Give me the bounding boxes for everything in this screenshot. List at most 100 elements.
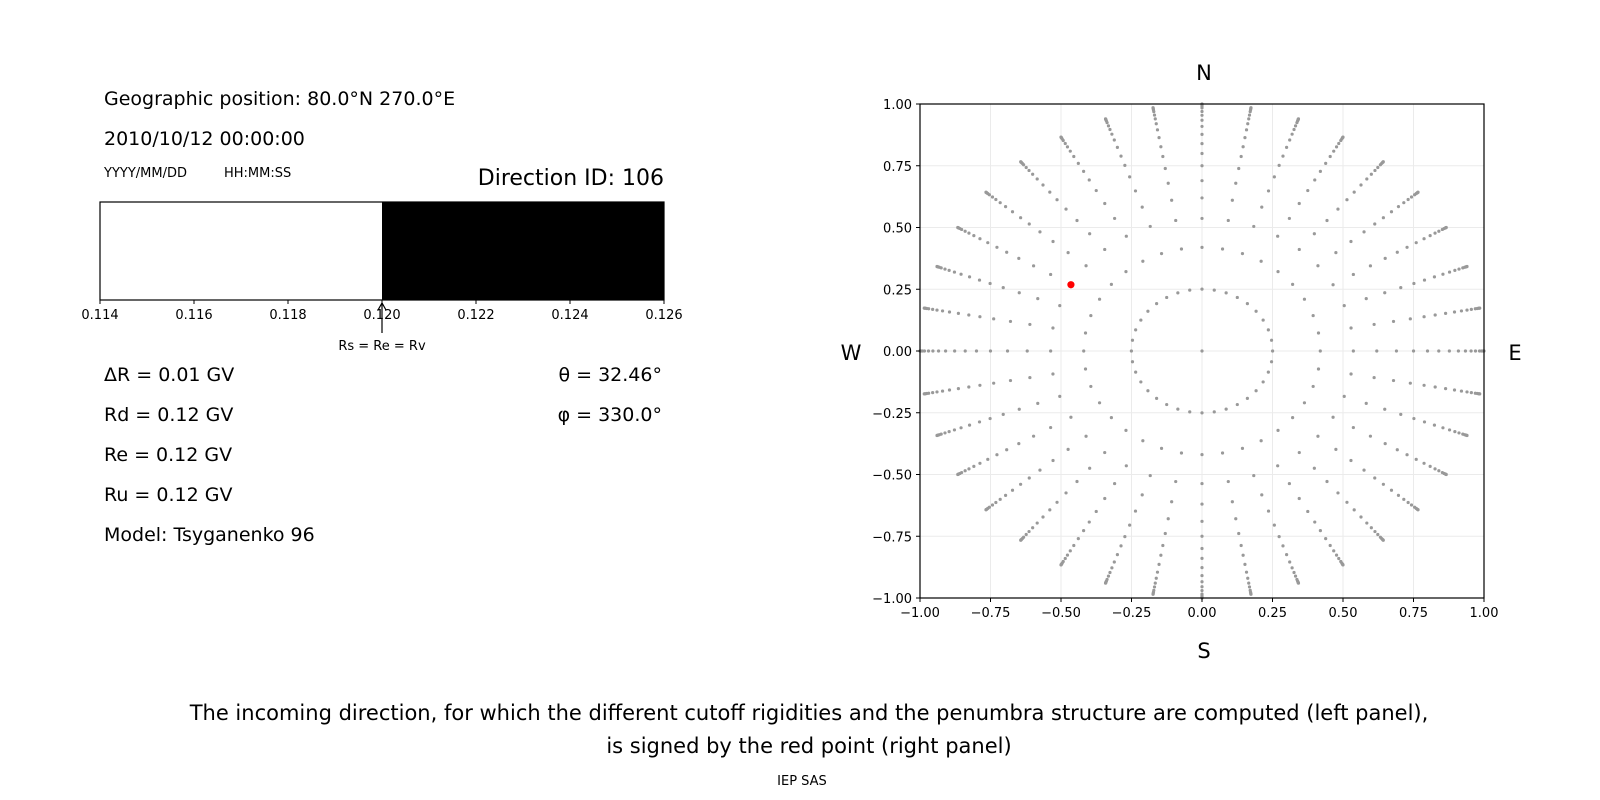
direction-point <box>1200 556 1204 560</box>
y-tick-label: 0.75 <box>883 160 912 175</box>
direction-point <box>943 267 947 271</box>
direction-point <box>922 392 926 396</box>
direction-point <box>1395 250 1399 254</box>
direction-point <box>1405 453 1409 457</box>
direction-point <box>974 349 979 353</box>
direction-point <box>1291 282 1295 287</box>
direction-point <box>1245 302 1249 306</box>
direction-point <box>1416 508 1420 512</box>
direction-point <box>1103 450 1107 455</box>
direction-point <box>1094 188 1098 193</box>
direction-point <box>1325 479 1329 484</box>
direction-point <box>1266 509 1271 513</box>
direction-point <box>1066 447 1070 452</box>
direction-point <box>1432 275 1437 279</box>
direction-point <box>1154 576 1158 580</box>
direction-point <box>1089 313 1093 318</box>
direction-point <box>1003 493 1008 497</box>
direction-point <box>1447 270 1452 274</box>
direction-point <box>1035 177 1039 181</box>
direction-point <box>1349 326 1353 330</box>
direction-point <box>1290 566 1294 570</box>
direction-point <box>1441 426 1445 430</box>
direction-point <box>1174 218 1178 223</box>
direction-point <box>952 270 957 274</box>
direction-point <box>1395 448 1399 452</box>
direction-point <box>1103 247 1107 252</box>
direction-point <box>988 416 992 421</box>
bar-allowed-region <box>100 202 382 300</box>
direction-point <box>1226 479 1230 484</box>
direction-point <box>1151 592 1155 596</box>
direction-point <box>1293 124 1298 128</box>
direction-point <box>1159 446 1164 450</box>
direction-point <box>1124 464 1128 468</box>
direction-point <box>947 430 951 434</box>
direction-point <box>988 349 993 353</box>
direction-point <box>1334 447 1338 452</box>
direction-point <box>1072 154 1076 159</box>
direction-point <box>1069 415 1073 419</box>
direction-point <box>1055 198 1059 202</box>
direction-point <box>1027 168 1031 173</box>
direction-point <box>1247 113 1252 117</box>
direction-point <box>1123 535 1127 539</box>
direction-point <box>1130 360 1135 364</box>
direction-point <box>977 278 982 282</box>
direction-point <box>1163 166 1167 171</box>
direction-point <box>986 457 990 461</box>
direction-point <box>1119 544 1123 548</box>
phi-value: φ = 330.0° <box>558 404 662 426</box>
direction-point <box>1412 281 1416 286</box>
direction-point <box>1260 205 1264 209</box>
direction-point <box>1097 401 1102 405</box>
direction-point <box>1396 205 1401 209</box>
direction-point <box>972 464 976 468</box>
direction-point <box>1123 163 1127 167</box>
direction-point <box>1342 304 1346 308</box>
direction-point <box>1179 247 1184 251</box>
direction-point <box>1376 165 1380 170</box>
direction-point <box>1083 331 1088 335</box>
direction-point <box>1094 509 1098 514</box>
direction-point <box>1318 169 1322 173</box>
direction-point <box>1176 291 1180 295</box>
direction-point <box>1240 252 1245 256</box>
direction-point <box>1328 154 1332 159</box>
direction-point <box>1157 136 1161 140</box>
direction-point <box>1005 448 1009 452</box>
direction-point <box>1005 349 1010 353</box>
direction-point <box>1031 264 1036 268</box>
ru-value: Ru = 0.12 GV <box>104 484 232 506</box>
direction-point <box>1456 349 1461 353</box>
y-tick-label: 0.00 <box>883 345 912 360</box>
direction-point <box>1166 181 1170 185</box>
direction-point <box>1159 252 1164 256</box>
direction-point <box>1373 476 1377 480</box>
direction-point <box>1453 268 1457 272</box>
direction-point <box>1364 401 1368 405</box>
direction-point <box>1272 523 1276 527</box>
direction-point <box>1252 224 1256 229</box>
direction-point <box>1161 543 1165 548</box>
x-tick-label: 0.75 <box>1399 606 1428 621</box>
y-tick-label: −0.75 <box>872 530 912 545</box>
direction-point <box>1372 322 1376 327</box>
compass-north: N <box>1196 61 1212 85</box>
direction-point <box>1433 385 1437 389</box>
direction-point <box>1148 224 1152 229</box>
x-tick-label: −0.50 <box>1041 606 1081 621</box>
direction-point <box>1312 232 1316 236</box>
direction-point <box>1381 538 1385 542</box>
direction-point <box>1444 225 1448 230</box>
direction-point <box>1422 315 1426 319</box>
direction-point <box>1269 338 1274 342</box>
direction-point <box>992 381 996 385</box>
y-tick-label: 0.25 <box>883 283 912 298</box>
direction-point <box>1161 154 1165 159</box>
x-tick-label: −1.00 <box>900 606 940 621</box>
direction-point <box>1027 222 1031 226</box>
direction-point <box>1068 549 1072 553</box>
model-name: Model: Tsyganenko 96 <box>104 524 315 546</box>
direction-point <box>995 453 999 457</box>
